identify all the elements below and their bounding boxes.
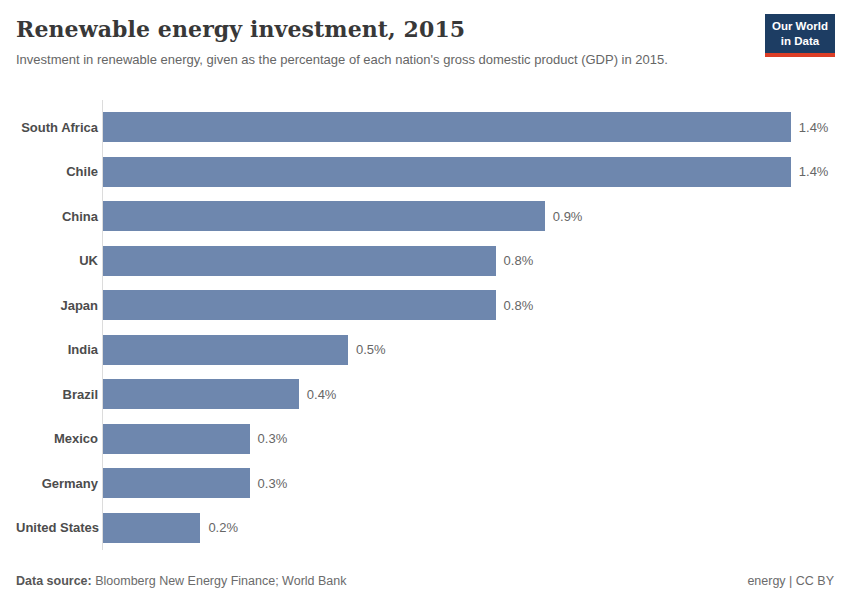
- category-label: India: [16, 342, 102, 357]
- value-label: 0.8%: [504, 298, 534, 313]
- bar-row: South Africa 1.4%: [16, 105, 834, 150]
- bar[interactable]: [102, 157, 791, 187]
- bar-plot: 0.4%: [102, 379, 834, 409]
- value-label: 0.9%: [553, 209, 583, 224]
- bar-plot: 0.8%: [102, 246, 834, 276]
- bar-row: India 0.5%: [16, 328, 834, 373]
- bar[interactable]: [102, 513, 200, 543]
- license-link[interactable]: energy | CC BY: [747, 574, 834, 588]
- bar-plot: 0.2%: [102, 513, 834, 543]
- bar-plot: 0.5%: [102, 335, 834, 365]
- bar-plot: 0.8%: [102, 290, 834, 320]
- page-title: Renewable energy investment, 2015: [16, 16, 834, 42]
- bar[interactable]: [102, 468, 250, 498]
- category-label: Brazil: [16, 387, 102, 402]
- bar-row: Brazil 0.4%: [16, 372, 834, 417]
- bar-plot: 0.3%: [102, 468, 834, 498]
- category-label: Mexico: [16, 431, 102, 446]
- bar[interactable]: [102, 246, 496, 276]
- category-label: Germany: [16, 476, 102, 491]
- bar-row: China 0.9%: [16, 194, 834, 239]
- category-label: China: [16, 209, 102, 224]
- data-source: Data source: Bloomberg New Energy Financ…: [16, 574, 347, 588]
- value-label: 1.4%: [799, 120, 829, 135]
- bar[interactable]: [102, 201, 545, 231]
- bar-rows: South Africa 1.4% Chile 1.4% China 0.9% UK 0.8%…: [16, 100, 834, 550]
- value-label: 0.3%: [258, 431, 288, 446]
- bar-plot: 1.4%: [102, 157, 834, 187]
- value-label: 0.3%: [258, 476, 288, 491]
- category-label: UK: [16, 253, 102, 268]
- bar[interactable]: [102, 424, 250, 454]
- value-label: 0.8%: [504, 253, 534, 268]
- bar-row: Mexico 0.3%: [16, 417, 834, 462]
- data-source-value: Bloomberg New Energy Finance; World Bank: [95, 574, 346, 588]
- value-label: 0.5%: [356, 342, 386, 357]
- owid-logo-line2: in Data: [772, 34, 828, 49]
- bar-plot: 1.4%: [102, 112, 834, 142]
- bar[interactable]: [102, 290, 496, 320]
- category-label: South Africa: [16, 120, 102, 135]
- y-axis-line: [102, 100, 103, 550]
- bar[interactable]: [102, 335, 348, 365]
- chart-figure: Renewable energy investment, 2015 Our Wo…: [0, 0, 850, 600]
- bar-row: Chile 1.4%: [16, 150, 834, 195]
- bar-chart: South Africa 1.4% Chile 1.4% China 0.9% UK 0.8%…: [16, 100, 834, 550]
- chart-subtitle: Investment in renewable energy, given as…: [16, 51, 716, 70]
- category-label: United States: [16, 520, 102, 535]
- bar-row: United States 0.2%: [16, 506, 834, 551]
- data-source-label: Data source:: [16, 574, 92, 588]
- bar-row: Japan 0.8%: [16, 283, 834, 328]
- owid-logo-line1: Our World: [772, 19, 828, 34]
- bar-plot: 0.3%: [102, 424, 834, 454]
- bar-plot: 0.9%: [102, 201, 834, 231]
- bar[interactable]: [102, 112, 791, 142]
- bar-row: UK 0.8%: [16, 239, 834, 284]
- owid-logo[interactable]: Our World in Data: [765, 14, 835, 57]
- value-label: 1.4%: [799, 164, 829, 179]
- category-label: Chile: [16, 164, 102, 179]
- chart-footer: Data source: Bloomberg New Energy Financ…: [16, 574, 834, 588]
- category-label: Japan: [16, 298, 102, 313]
- chart-header: Renewable energy investment, 2015 Our Wo…: [0, 0, 850, 70]
- bar-row: Germany 0.3%: [16, 461, 834, 506]
- bar[interactable]: [102, 379, 299, 409]
- value-label: 0.4%: [307, 387, 337, 402]
- value-label: 0.2%: [208, 520, 238, 535]
